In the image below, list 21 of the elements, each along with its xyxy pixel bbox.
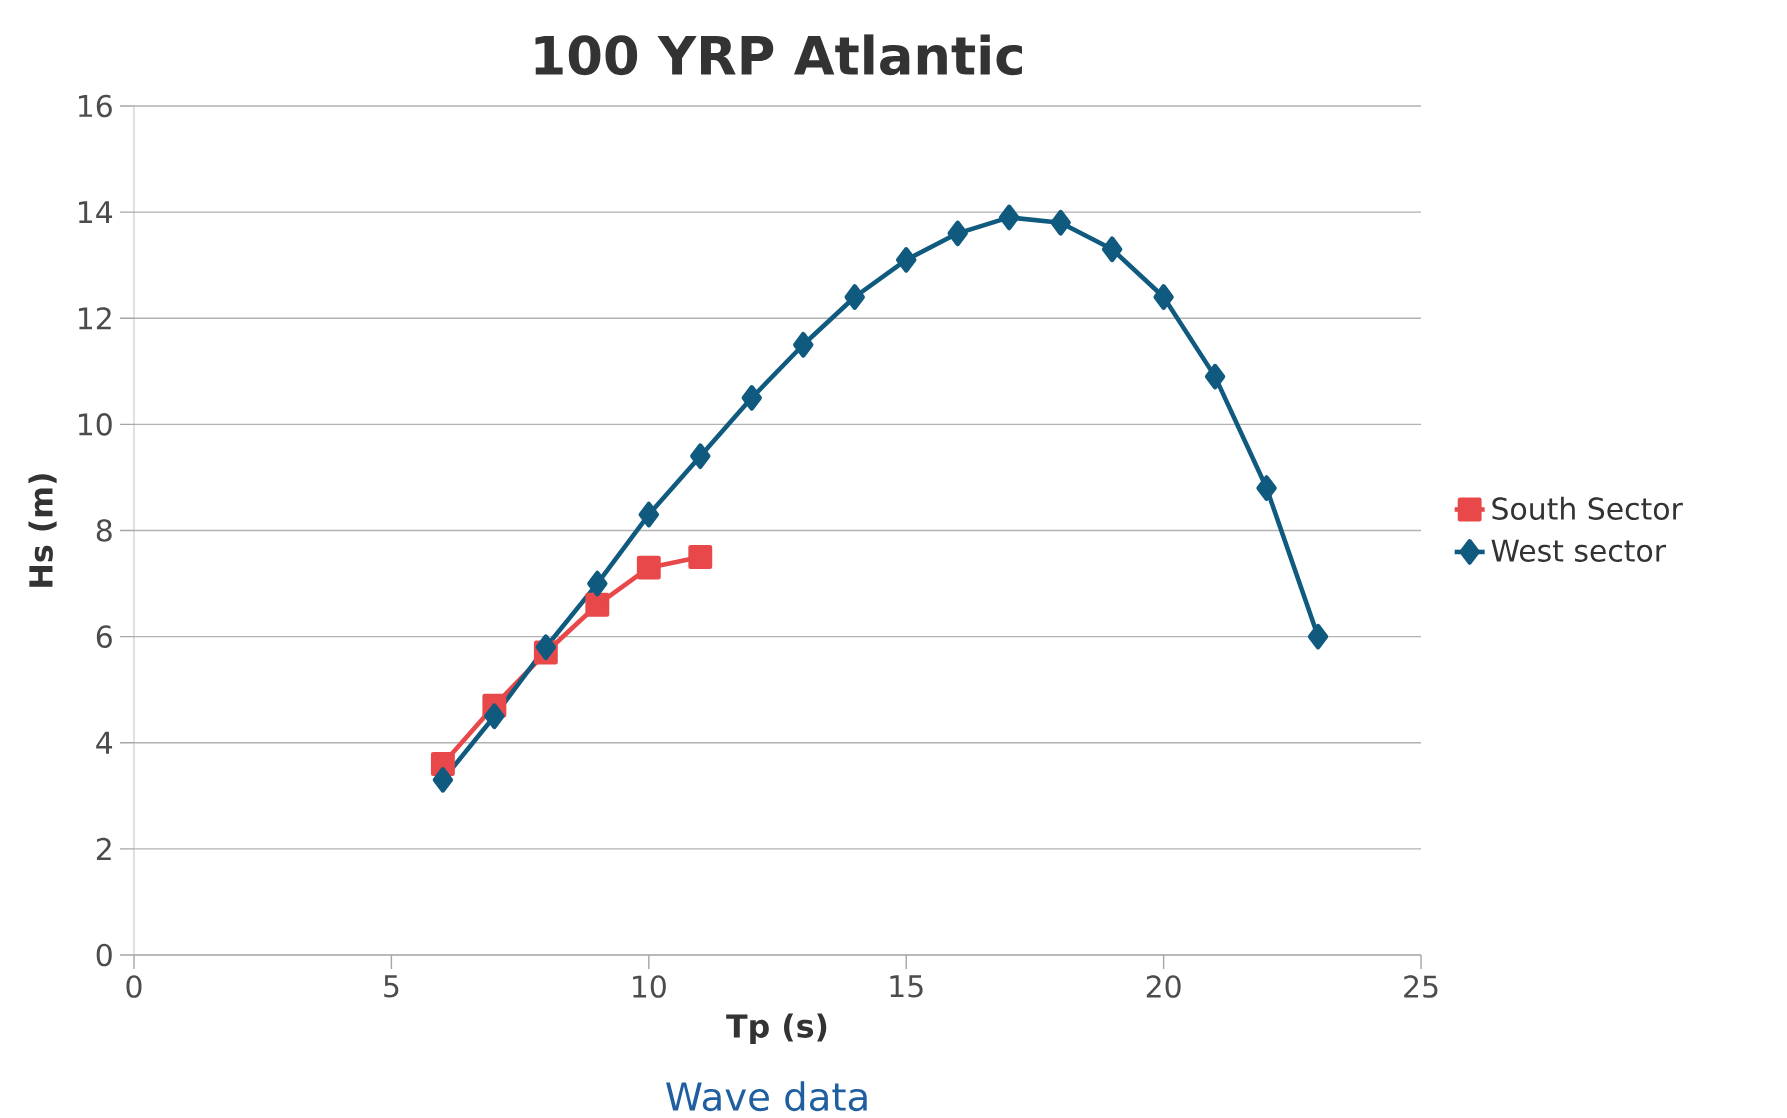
y-tick-label: 10 [79,413,112,436]
x-tick-label: 25 [1404,975,1438,998]
y-axis-title: Hs (m) [28,474,57,587]
x-tick-label: 10 [633,975,666,998]
x-axis-title: Tp (s) [726,1013,827,1045]
y-tick-label: 2 [96,837,111,860]
y-tick-label: 12 [79,307,111,330]
legend-label: South Sector [1492,496,1683,520]
text: Wave data [666,1081,867,1112]
y-tick-label: 0 [96,943,112,967]
chart-title: 100 YRP Atlantic [535,34,1022,76]
y-tick-label: 6 [96,625,112,648]
y-tick-label: 16 [79,94,112,118]
x-tick-label: 15 [890,975,923,998]
x-tick-label: 20 [1146,975,1181,998]
x-tick-label: 5 [384,975,399,998]
legend-label: West sector [1491,539,1667,562]
y-tick-label: 8 [96,519,112,542]
x-tick-label: 0 [126,975,142,998]
y-tick-label: 4 [96,731,113,754]
y-tick-label: 14 [79,201,113,224]
